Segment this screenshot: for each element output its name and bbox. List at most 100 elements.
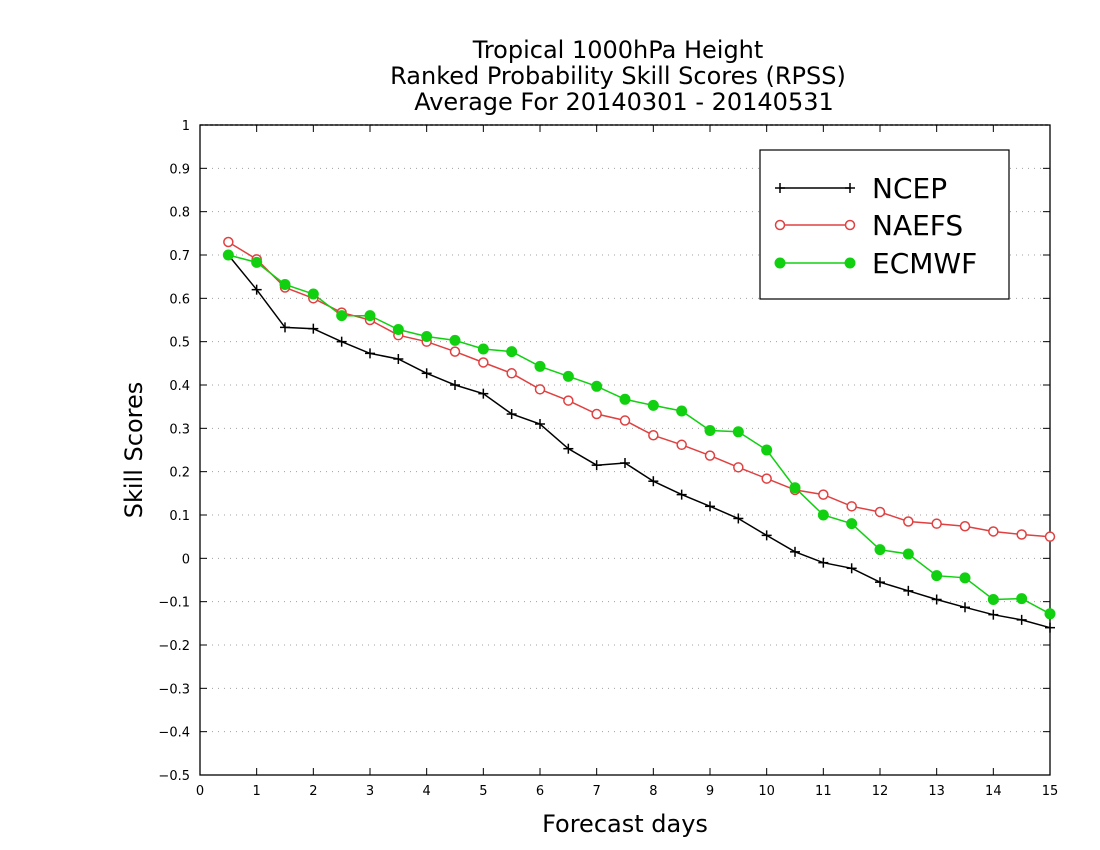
point-naefs [931, 518, 942, 529]
point-ecmwf [336, 310, 348, 322]
point-naefs [903, 516, 914, 527]
point-naefs [988, 526, 999, 537]
x-tick-label: 7 [593, 784, 601, 799]
point-naefs [1044, 531, 1056, 542]
point-naefs [591, 408, 602, 420]
y-tick-label: 0.9 [169, 162, 190, 177]
y-tick-label: −0.2 [158, 639, 190, 654]
point-naefs [478, 357, 489, 368]
point-ecmwf [506, 346, 518, 358]
point-ncep [365, 348, 375, 359]
point-ecmwf [364, 310, 376, 322]
y-tick-label: 0.7 [169, 249, 190, 264]
series-markers [222, 236, 1056, 633]
point-naefs [704, 450, 716, 461]
point-ncep [790, 546, 800, 557]
point-naefs [818, 489, 829, 500]
point-naefs [846, 501, 857, 512]
point-ncep [421, 368, 432, 379]
y-axis-label: Skill Scores [120, 382, 148, 519]
point-naefs [619, 415, 631, 426]
point-ncep [733, 513, 744, 524]
point-ncep [846, 563, 857, 574]
point-naefs [563, 395, 574, 406]
point-ecmwf [251, 256, 263, 268]
point-naefs [223, 236, 234, 248]
legend-marker-naefs [844, 219, 856, 231]
legend-marker-naefs [774, 219, 786, 231]
point-ecmwf [477, 343, 489, 355]
chart-subtitle-dates: Average For 20140301 - 20140531 [414, 88, 834, 116]
point-ecmwf [817, 509, 829, 521]
point-ecmwf [959, 572, 971, 584]
point-ecmwf [846, 518, 858, 530]
legend-marker-ncep [775, 183, 785, 193]
x-tick-label: 3 [366, 784, 374, 799]
y-tick-label: 0.6 [169, 292, 190, 307]
point-ecmwf [676, 405, 688, 417]
chart-subtitle: Ranked Probability Skill Scores (RPSS) [390, 62, 846, 90]
x-tick-label: 2 [309, 784, 317, 799]
point-naefs [506, 368, 517, 379]
point-ecmwf [874, 544, 886, 556]
x-axis-label: Forecast days [542, 810, 708, 838]
point-ncep [875, 577, 885, 588]
point-ncep [591, 460, 602, 471]
x-tick-label: 5 [479, 784, 487, 799]
point-ncep [450, 380, 460, 390]
y-tick-label: −0.4 [158, 726, 190, 741]
legend-label-ncep: NCEP [872, 172, 947, 205]
point-ecmwf [732, 426, 744, 438]
point-ncep [676, 489, 687, 500]
point-ecmwf [222, 249, 234, 261]
x-tick-label: 10 [758, 784, 775, 799]
series-lines [227, 241, 1051, 629]
x-tick-label: 8 [649, 784, 657, 799]
x-tick-label: 9 [706, 784, 714, 799]
point-ncep [988, 609, 999, 620]
point-ecmwf [902, 548, 914, 560]
x-tick-label: 12 [872, 784, 889, 799]
y-tick-label: −0.5 [158, 769, 190, 784]
y-tick-label: 0.1 [169, 509, 190, 524]
point-naefs [1016, 529, 1027, 540]
point-ncep [1045, 622, 1055, 633]
y-tick-label: 0 [182, 552, 190, 567]
x-tick-label: 0 [196, 784, 204, 799]
chart-title: Tropical 1000hPa Height [472, 36, 764, 64]
chart-title-group: Tropical 1000hPa Height Ranked Probabili… [390, 36, 846, 116]
point-naefs [534, 384, 546, 395]
point-ncep [393, 354, 404, 364]
x-tick-label: 1 [253, 784, 261, 799]
point-ecmwf [761, 444, 773, 456]
y-tick-label: 0.5 [169, 336, 190, 351]
y-tick-label: 0.2 [169, 466, 190, 481]
point-ncep [535, 419, 545, 429]
x-tick-label: 4 [423, 784, 431, 799]
y-tick-label: −0.3 [158, 682, 190, 697]
point-naefs [449, 346, 461, 357]
series-line-ecmwf [228, 254, 1051, 615]
y-tick-label: 0.3 [169, 422, 190, 437]
point-ecmwf [392, 324, 404, 336]
point-ecmwf [421, 330, 433, 342]
legend-marker-ncep [845, 183, 855, 193]
point-ncep [563, 443, 574, 454]
point-ecmwf [647, 399, 659, 411]
legend-label-naefs: NAEFS [872, 209, 963, 242]
legend-marker-ecmwf [774, 257, 786, 269]
point-ncep [478, 388, 489, 399]
point-ncep [251, 284, 262, 295]
y-tick-label: −0.1 [158, 596, 190, 611]
point-ncep [506, 409, 517, 420]
point-ecmwf [931, 570, 943, 582]
x-tick-label: 15 [1042, 784, 1059, 799]
point-ncep [705, 501, 715, 512]
point-naefs [733, 462, 744, 473]
point-ecmwf [987, 594, 999, 605]
point-ncep [308, 323, 319, 334]
point-ecmwf [449, 334, 461, 346]
x-tick-label: 11 [815, 784, 832, 799]
